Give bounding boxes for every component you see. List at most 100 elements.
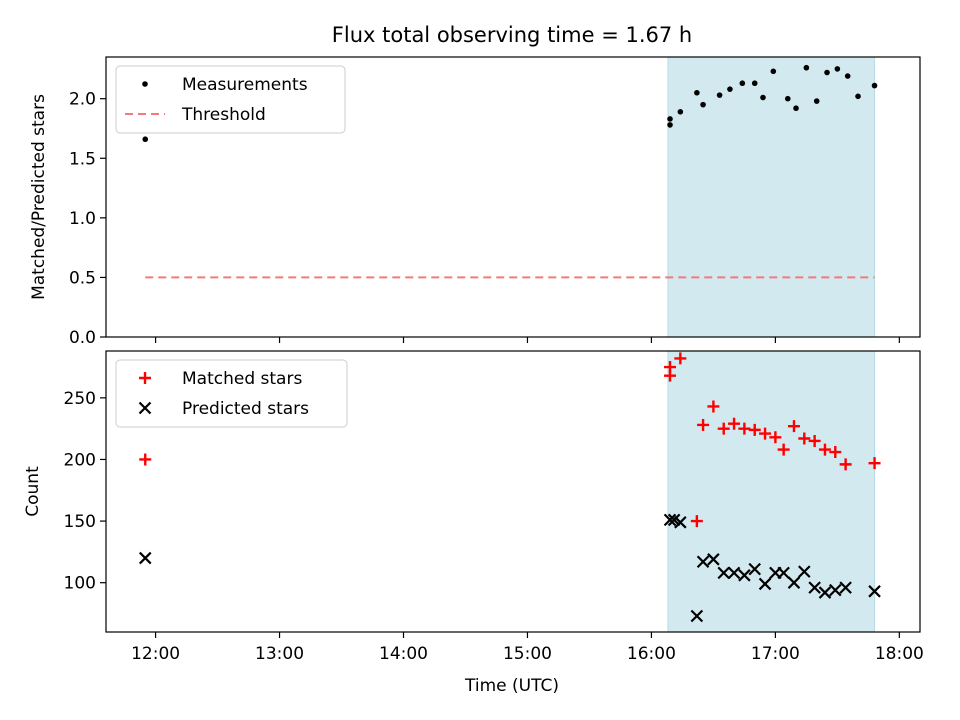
x-tick-label: 13:00 [255,644,304,664]
predicted-stars-point [829,583,842,597]
measurements-point [677,109,684,115]
legend-entry: Predicted stars [182,399,309,419]
predicted-stars-point [674,516,687,529]
matched-stars-point [839,458,852,471]
measurements-point [813,98,820,104]
measurements-point [855,93,861,100]
predicted-stars-point [798,565,811,578]
y-tick-label: 250 [64,389,96,409]
matched-stars-point [728,417,741,430]
legend-swatch [139,372,151,384]
y-tick-label: 200 [64,450,96,470]
top-panel: 0.0 0.5 1.0 1.5 2.0 Matched/Predicted stars Me… [29,56,921,348]
matched-stars-point [139,453,152,466]
measurements-point [784,95,791,102]
measurements-point [834,66,841,72]
plot-frame [105,56,921,338]
y-tick-label: 1.5 [69,149,96,169]
legend-box [115,65,346,134]
y-tick-label: 150 [64,512,96,532]
measurements-point [727,86,733,92]
matched-stars-point [697,418,710,431]
y-tick-label: 100 [64,574,96,594]
legend-entry: Matched stars [182,369,302,389]
series-matched-stars [139,352,881,528]
matched-stars-point [818,443,831,456]
predicted-stars-point [663,513,677,527]
predicted-stars-point [777,566,790,580]
legend-swatch [138,401,152,415]
measurements-point [716,92,723,98]
matched-stars-point [798,432,811,445]
measurements-point [760,94,766,101]
measurements-point [739,80,746,87]
y-tick-label: 1.0 [69,209,96,229]
matched-stars-point [748,423,761,436]
legend-entry: Measurements [182,75,308,95]
measurements-point [667,122,673,128]
series-measurements [142,64,878,143]
x-axis-label: Time (UTC) [464,676,559,696]
matched-stars-point [674,352,687,365]
matched-stars-point [759,427,772,440]
legend: Matched stars Predicted stars [115,359,348,428]
legend: Measurements Threshold [115,65,346,134]
predicted-stars-point [748,562,761,576]
matched-stars-point [868,457,881,470]
predicted-stars-point [839,581,852,594]
matched-stars-point [808,434,821,447]
x-tick-label: 17:00 [751,644,800,664]
measurements-point [142,136,149,143]
predicted-stars-point [738,569,751,582]
matched-stars-point [690,515,703,528]
y-tick-label: 0.0 [69,328,96,348]
predicted-stars-point [808,581,821,594]
measurements-point [700,101,706,108]
predicted-stars-point [717,566,731,580]
predicted-stars-point [727,566,741,580]
measurements-point [803,64,810,71]
series-predicted-stars [138,513,881,623]
matched-stars-point [707,400,720,413]
y-axis-label: Count [23,466,43,517]
measurements-point [824,69,830,76]
matched-stars-point [769,431,782,444]
legend-swatch [142,81,148,87]
x-tick-label: 15:00 [503,644,552,664]
measurements-point [793,105,799,112]
matched-stars-point [664,369,677,382]
measurements-point [871,82,878,89]
matched-stars-point [738,422,751,435]
bottom-panel: 100 150 200 250 12:00 13:00 14:00 15:00 16:00 17:… [23,350,924,664]
predicted-stars-point [818,586,832,599]
predicted-stars-point [138,551,152,565]
x-tick-label: 14:00 [379,644,428,664]
y-axis-label: Matched/Predicted stars [29,94,49,300]
observing-span [667,56,876,338]
measurements-point [844,73,851,79]
x-tick-label: 12:00 [131,644,180,664]
measurements-point [694,89,700,96]
predicted-stars-point [707,553,720,566]
x-tick-label: 16:00 [627,644,676,664]
predicted-stars-point [696,555,710,569]
measurements-point [667,116,673,122]
matched-stars-point [787,420,800,433]
figure-title: Flux total observing time = 1.67 h [332,23,692,47]
predicted-stars-point [690,609,704,623]
predicted-stars-point [787,576,801,589]
x-tick-label: 18:00 [875,644,924,664]
matched-stars-point [717,422,730,435]
matched-stars-point [777,443,790,456]
predicted-stars-point [868,585,881,598]
legend-entry: Threshold [181,105,266,125]
y-tick-label: 0.5 [69,268,96,288]
legend-box [115,359,348,428]
predicted-stars-point [758,577,772,591]
measurements-point [751,80,758,87]
plot-frame [105,350,921,633]
matched-stars-point [829,446,842,459]
y-tick-label: 2.0 [69,90,96,110]
measurements-point [770,68,777,75]
